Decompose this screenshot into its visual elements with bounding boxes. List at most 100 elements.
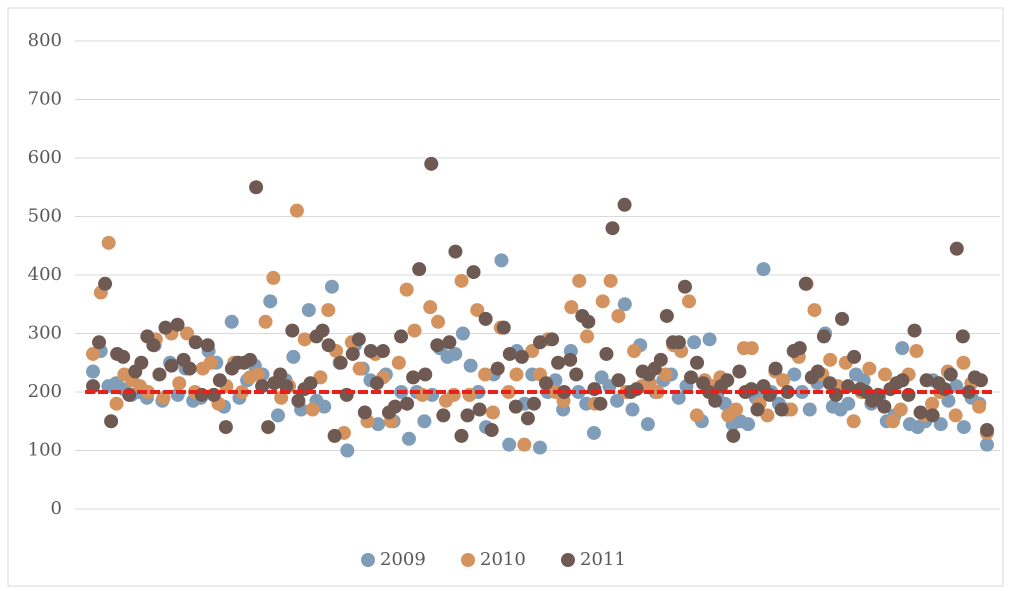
point <box>526 396 541 411</box>
point <box>363 344 378 359</box>
point <box>86 364 100 379</box>
point <box>895 373 910 388</box>
legend-label: 2011 <box>580 549 626 570</box>
point <box>835 311 850 326</box>
point <box>847 349 862 364</box>
point <box>180 326 195 341</box>
point <box>478 367 493 382</box>
point <box>913 405 928 420</box>
point <box>98 276 113 291</box>
point <box>454 273 469 288</box>
point <box>315 323 330 338</box>
point <box>297 332 312 347</box>
point <box>454 428 469 443</box>
point <box>101 235 116 250</box>
point <box>841 379 856 394</box>
point <box>593 396 608 411</box>
point <box>321 303 336 318</box>
point <box>677 279 692 294</box>
point <box>909 344 924 359</box>
point <box>729 402 744 417</box>
point <box>750 402 765 417</box>
point <box>533 335 547 350</box>
point <box>564 300 579 315</box>
point <box>741 417 756 432</box>
point <box>182 361 197 376</box>
point <box>792 341 807 356</box>
chart-border <box>7 7 1004 587</box>
point <box>291 393 306 408</box>
point <box>303 376 318 391</box>
y-tick-label: 200 <box>28 381 62 402</box>
point <box>455 326 470 341</box>
point <box>973 373 988 388</box>
point <box>255 379 270 394</box>
point <box>388 399 403 414</box>
point <box>955 329 970 344</box>
point <box>92 335 107 350</box>
point <box>823 352 838 367</box>
point <box>798 276 813 291</box>
y-tick-label: 600 <box>28 147 62 168</box>
point <box>956 355 971 370</box>
point <box>690 355 705 370</box>
point <box>949 241 964 256</box>
point <box>941 393 956 408</box>
point <box>274 390 289 405</box>
legend-marker <box>361 553 375 567</box>
point <box>305 402 320 417</box>
point <box>569 367 584 382</box>
point <box>158 320 173 335</box>
point <box>878 367 893 382</box>
point <box>744 341 759 356</box>
y-tick-label: 100 <box>28 440 62 461</box>
point <box>961 385 976 399</box>
y-tick-label: 0 <box>51 498 62 519</box>
point <box>581 314 596 329</box>
point <box>846 414 861 429</box>
point <box>463 358 478 373</box>
point <box>563 352 578 367</box>
point <box>400 396 415 411</box>
point <box>627 344 642 359</box>
point <box>603 273 618 288</box>
point <box>684 370 699 385</box>
point <box>980 437 994 452</box>
point <box>776 373 791 388</box>
point <box>756 262 771 277</box>
point <box>399 282 414 297</box>
point <box>659 308 674 323</box>
legend-label: 2010 <box>480 549 526 570</box>
point <box>956 420 971 435</box>
point <box>545 332 560 347</box>
point <box>423 300 438 315</box>
point <box>862 361 877 376</box>
point <box>625 402 640 417</box>
point <box>369 376 384 391</box>
point <box>401 431 416 446</box>
point <box>726 428 741 443</box>
point <box>357 405 372 420</box>
point <box>617 197 632 212</box>
point <box>949 379 964 394</box>
point <box>263 294 278 309</box>
point <box>807 303 822 318</box>
point <box>599 346 614 361</box>
legend-label: 2009 <box>380 549 426 570</box>
point <box>605 221 620 236</box>
point <box>895 341 910 356</box>
point <box>301 303 316 318</box>
point <box>653 352 668 367</box>
y-tick-label: 400 <box>28 264 62 285</box>
point <box>478 311 493 326</box>
point <box>134 355 149 370</box>
point <box>980 423 994 438</box>
point <box>509 367 524 382</box>
point <box>424 156 439 171</box>
point <box>351 332 366 347</box>
point <box>86 346 100 361</box>
point <box>520 411 535 426</box>
point <box>391 355 406 370</box>
point <box>551 355 566 370</box>
point <box>249 180 264 195</box>
